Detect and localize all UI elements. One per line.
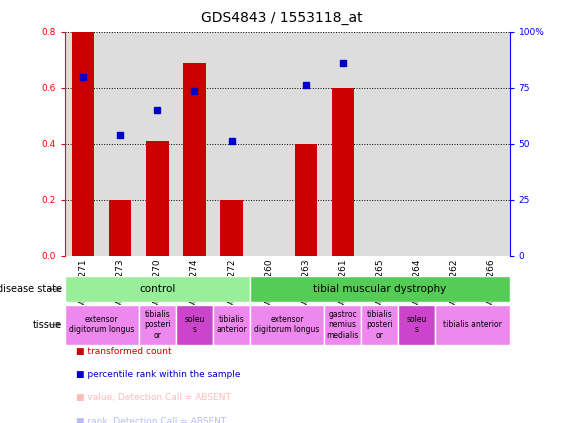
Text: control: control	[139, 284, 176, 294]
Text: disease state: disease state	[0, 284, 62, 294]
Text: soleu
s: soleu s	[406, 315, 427, 334]
Text: tibial muscular dystrophy: tibial muscular dystrophy	[313, 284, 446, 294]
Text: ■ transformed count: ■ transformed count	[76, 347, 172, 356]
Bar	[72, 32, 95, 256]
Text: GDS4843 / 1553118_at: GDS4843 / 1553118_at	[200, 11, 363, 25]
Text: ■ percentile rank within the sample: ■ percentile rank within the sample	[76, 370, 240, 379]
Text: soleu
s: soleu s	[184, 315, 205, 334]
Bar	[184, 63, 205, 256]
Bar	[324, 305, 361, 345]
Text: gastroc
nemius
medialis: gastroc nemius medialis	[327, 310, 359, 340]
Text: tibialis
anterior: tibialis anterior	[216, 315, 247, 334]
Text: ■ rank, Detection Call = ABSENT: ■ rank, Detection Call = ABSENT	[76, 417, 226, 423]
Bar	[435, 305, 510, 345]
Text: extensor
digitorum longus: extensor digitorum longus	[69, 315, 135, 334]
Bar	[361, 305, 399, 345]
Bar	[65, 305, 139, 345]
Bar	[250, 276, 510, 302]
Bar	[146, 141, 168, 256]
Bar	[176, 305, 213, 345]
Text: tibialis
posteri
or: tibialis posteri or	[367, 310, 393, 340]
Bar	[332, 88, 354, 256]
Bar	[213, 305, 250, 345]
Bar	[221, 200, 243, 256]
Text: extensor
digitorum longus: extensor digitorum longus	[254, 315, 320, 334]
Bar	[399, 305, 435, 345]
Text: tibialis anterior: tibialis anterior	[443, 320, 502, 329]
Bar	[109, 200, 132, 256]
Bar	[65, 276, 250, 302]
Text: tibialis
posteri
or: tibialis posteri or	[144, 310, 171, 340]
Bar	[139, 305, 176, 345]
Text: tissue: tissue	[33, 320, 62, 330]
Bar	[294, 144, 317, 256]
Text: ■ value, Detection Call = ABSENT: ■ value, Detection Call = ABSENT	[76, 393, 231, 402]
Bar	[250, 305, 324, 345]
